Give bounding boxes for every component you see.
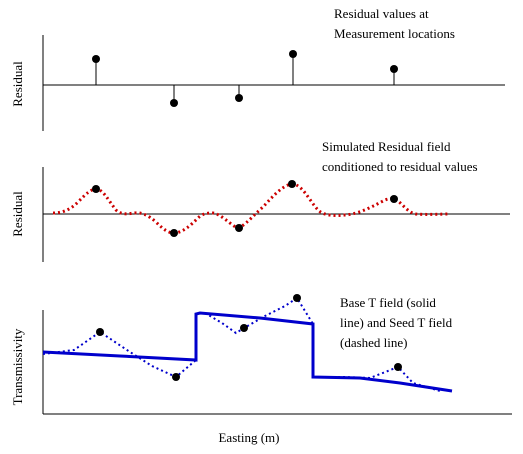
panel-simulated: Residual Simulated Residual field condit…	[10, 139, 510, 262]
residual-point-3	[235, 94, 243, 102]
panel3-annotation-line2: line) and Seed T field	[340, 315, 453, 330]
seed-point-1	[96, 328, 104, 336]
seed-point-3	[240, 324, 248, 332]
simulated-point-1	[92, 185, 100, 193]
panel1-annotation-line2: Measurement locations	[334, 26, 455, 41]
panel3-ylabel: Transmissivity	[10, 328, 25, 405]
residual-point-4	[289, 50, 297, 58]
panel2-annotation-line2: conditioned to residual values	[322, 159, 478, 174]
simulated-point-2	[170, 229, 178, 237]
residual-point-1	[92, 55, 100, 63]
panel3-annotation-line1: Base T field (solid	[340, 295, 436, 310]
panel3-annotation-line3: (dashed line)	[340, 335, 408, 350]
x-axis-label: Easting (m)	[218, 430, 279, 445]
panel-residual: Residual Residual values at Measurement …	[10, 6, 505, 131]
transmissivity-points	[96, 294, 402, 381]
residual-points	[92, 50, 398, 107]
simulated-residual-curve	[52, 182, 451, 235]
seed-point-2	[172, 373, 180, 381]
panel1-ylabel: Residual	[10, 61, 25, 107]
residual-point-2	[170, 99, 178, 107]
simulated-point-3	[235, 224, 243, 232]
panel1-annotation-line1: Residual values at	[334, 6, 429, 21]
panel2-annotation-line1: Simulated Residual field	[322, 139, 451, 154]
simulated-points	[92, 180, 398, 237]
simulated-point-5	[390, 195, 398, 203]
residual-stems	[95, 54, 395, 103]
simulated-point-4	[288, 180, 296, 188]
seed-point-4	[293, 294, 301, 302]
residual-point-5	[390, 65, 398, 73]
panel2-ylabel: Residual	[10, 191, 25, 237]
seed-point-5	[394, 363, 402, 371]
panel-transmissivity: Transmissivity Base T field (solid line)…	[10, 294, 512, 445]
